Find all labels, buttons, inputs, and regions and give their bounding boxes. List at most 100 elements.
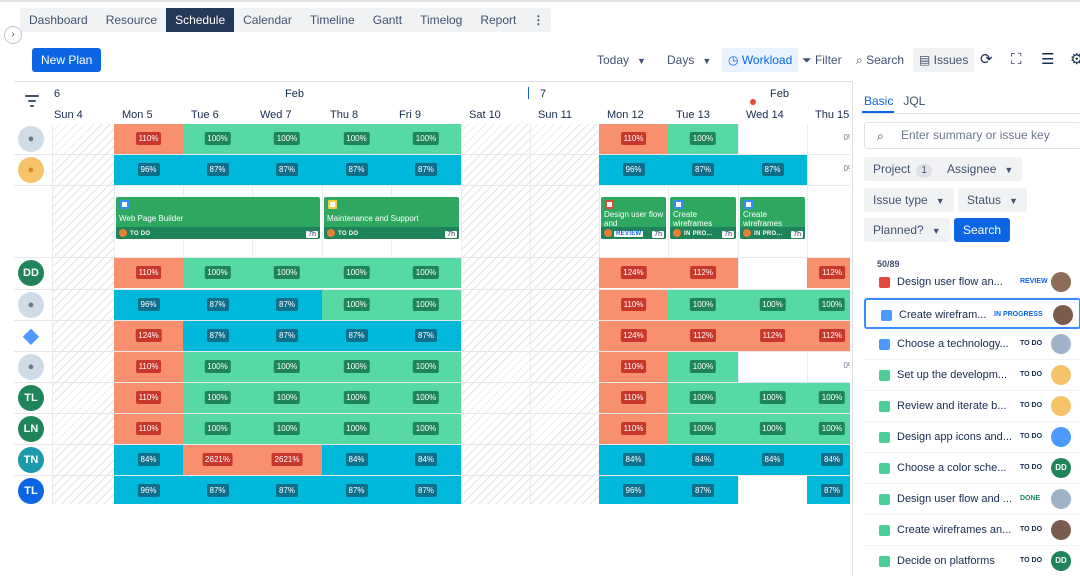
planned-filter[interactable]: Planned? ▼ — [864, 218, 950, 242]
workload-cell[interactable]: 124% — [114, 321, 183, 351]
resource-avatar[interactable]: ● — [18, 354, 44, 380]
workload-cell[interactable]: 96% — [114, 155, 183, 185]
workload-cell[interactable]: 112% — [668, 321, 738, 351]
workload-cell[interactable]: 100% — [183, 124, 252, 154]
workload-cell[interactable]: 100% — [322, 414, 391, 444]
assignee-filter[interactable]: Assignee ▼ — [938, 157, 1023, 181]
issue-item[interactable]: Review and iterate b... TO DO — [864, 391, 1080, 422]
new-plan-button[interactable]: New Plan — [32, 48, 102, 72]
workload-cell[interactable]: 87% — [252, 155, 322, 185]
issue-item[interactable]: Design user flow an... REVIEW — [864, 267, 1080, 298]
workload-cell[interactable]: 100% — [668, 290, 738, 320]
workload-cell[interactable]: 110% — [114, 352, 183, 382]
workload-cell[interactable]: 100% — [668, 383, 738, 413]
workload-cell[interactable]: 110% — [599, 383, 668, 413]
refresh-icon[interactable]: ⟳ — [980, 51, 993, 68]
workload-cell[interactable]: 100% — [252, 414, 322, 444]
resource-avatar[interactable]: LN — [18, 416, 44, 442]
workload-cell[interactable]: 87% — [668, 476, 738, 504]
issue-item[interactable]: Create wireframes an... TO DO — [864, 515, 1080, 546]
workload-cell[interactable]: 87% — [322, 321, 391, 351]
workload-cell[interactable]: 87% — [252, 476, 322, 504]
issue-item[interactable]: Set up the developm... TO DO — [864, 360, 1080, 391]
workload-cell[interactable]: 84% — [599, 445, 668, 475]
issue-item[interactable]: Design app icons and... TO DO — [864, 422, 1080, 453]
workload-cell[interactable]: 2621% — [252, 445, 322, 475]
tab-timelog[interactable]: Timelog — [420, 13, 463, 27]
workload-cell[interactable]: 100% — [391, 352, 461, 382]
task-bar[interactable]: Web Page Builder TO DO 7h — [116, 197, 320, 239]
row-filter-icon[interactable] — [25, 95, 39, 107]
task-bar[interactable]: Design user flow and REVIEW 7h — [601, 197, 666, 239]
workload-cell[interactable]: 87% — [252, 290, 322, 320]
workload-cell[interactable]: 112% — [668, 258, 738, 288]
panel-search-button[interactable]: Search — [954, 218, 1011, 242]
workload-cell[interactable]: 100% — [668, 352, 738, 382]
workload-cell[interactable]: 84% — [322, 445, 391, 475]
task-bar[interactable]: Create wireframes IN PRO... 7h — [740, 197, 805, 239]
workload-cell[interactable]: 100% — [322, 258, 391, 288]
workload-cell[interactable]: 100% — [252, 258, 322, 288]
issue-type-filter[interactable]: Issue type ▼ — [864, 188, 954, 212]
workload-cell[interactable]: 2621% — [183, 445, 252, 475]
workload-cell[interactable]: 110% — [599, 124, 668, 154]
issues-button[interactable]: ▤ Issues — [913, 48, 975, 72]
resource-avatar[interactable]: DD — [18, 260, 44, 286]
workload-cell[interactable]: 100% — [183, 383, 252, 413]
workload-cell[interactable]: 87% — [668, 155, 738, 185]
resource-avatar[interactable]: TN — [18, 447, 44, 473]
workload-button[interactable]: ◷ Workload — [722, 48, 799, 72]
workload-cell[interactable]: 96% — [599, 476, 668, 504]
settings-sliders-icon[interactable]: ☰ — [1041, 51, 1055, 68]
workload-cell[interactable]: 100% — [391, 124, 461, 154]
workload-cell[interactable]: 100% — [391, 414, 461, 444]
workload-cell[interactable]: 87% — [738, 155, 807, 185]
days-dropdown[interactable]: Days ▼ — [667, 48, 711, 72]
workload-cell[interactable]: 100% — [252, 124, 322, 154]
workload-cell[interactable]: 112% — [807, 321, 850, 351]
workload-cell[interactable]: 87% — [183, 155, 252, 185]
workload-cell[interactable]: 84% — [738, 445, 807, 475]
workload-cell[interactable]: 87% — [252, 321, 322, 351]
workload-cell[interactable]: 110% — [599, 414, 668, 444]
sidebar-toggle-button[interactable]: › — [4, 26, 22, 44]
workload-cell[interactable]: 124% — [599, 258, 668, 288]
workload-cell[interactable]: 110% — [114, 383, 183, 413]
resource-avatar[interactable]: ● — [18, 126, 44, 152]
workload-cell[interactable]: 87% — [183, 290, 252, 320]
workload-cell[interactable]: 100% — [391, 290, 461, 320]
gear-icon[interactable]: ⚙ — [1070, 51, 1080, 68]
resource-avatar[interactable]: TL — [18, 385, 44, 411]
tab-calendar[interactable]: Calendar — [243, 13, 292, 27]
workload-cell[interactable]: 100% — [807, 290, 850, 320]
tab-schedule[interactable]: Schedule — [166, 8, 235, 32]
workload-cell[interactable]: 100% — [322, 290, 391, 320]
workload-cell[interactable]: 100% — [252, 383, 322, 413]
today-dropdown[interactable]: Today ▼ — [597, 48, 646, 72]
issue-item[interactable]: Create wirefram... IN PROGRESS — [864, 298, 1080, 329]
workload-cell[interactable]: 87% — [807, 476, 850, 504]
tab-dashboard[interactable]: Dashboard — [29, 13, 88, 27]
tab-timeline[interactable]: Timeline — [309, 13, 355, 27]
workload-cell[interactable]: 87% — [391, 155, 461, 185]
tab-gantt[interactable]: Gantt — [372, 13, 403, 27]
workload-cell[interactable]: 100% — [738, 383, 807, 413]
workload-cell[interactable]: 0% — [807, 155, 850, 185]
tab-report[interactable]: Report — [480, 13, 517, 27]
issue-item[interactable]: Choose a technology... TO DO — [864, 329, 1080, 360]
workload-cell[interactable]: 110% — [114, 124, 183, 154]
workload-cell[interactable]: 100% — [322, 383, 391, 413]
workload-cell[interactable]: 100% — [322, 124, 391, 154]
workload-cell[interactable]: 110% — [114, 414, 183, 444]
workload-cell[interactable]: 87% — [322, 155, 391, 185]
workload-cell[interactable]: 100% — [252, 352, 322, 382]
fullscreen-icon[interactable]: ⛶ — [1011, 51, 1022, 68]
tab-resource[interactable]: Resource — [105, 13, 158, 27]
workload-cell[interactable]: 100% — [183, 414, 252, 444]
search-button[interactable]: ⌕ Search — [856, 48, 904, 72]
workload-cell[interactable]: 100% — [391, 258, 461, 288]
workload-cell[interactable]: 84% — [114, 445, 183, 475]
workload-cell[interactable]: 112% — [807, 258, 850, 288]
workload-cell[interactable]: 112% — [738, 321, 807, 351]
workload-cell[interactable]: 84% — [668, 445, 738, 475]
